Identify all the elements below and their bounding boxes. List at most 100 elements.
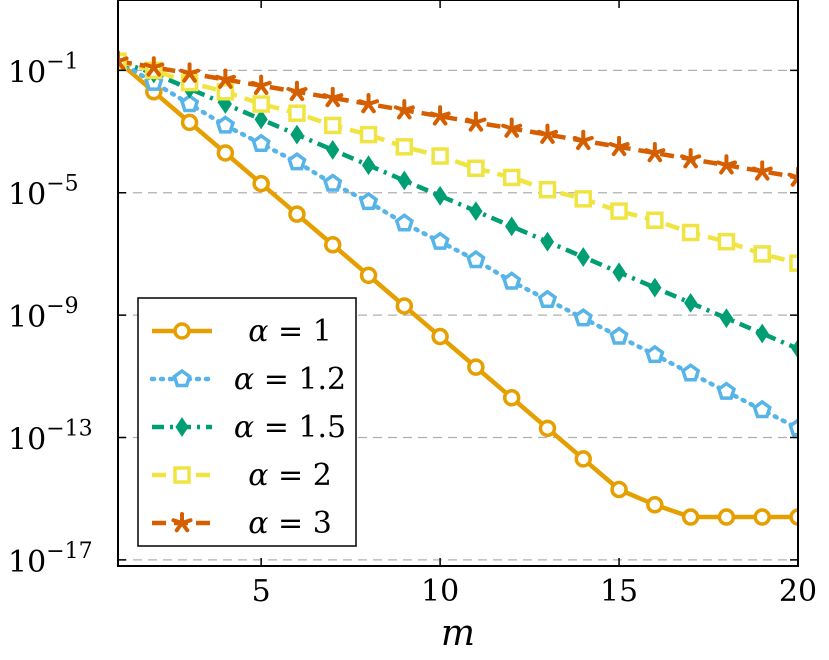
series-0-point-12	[538, 419, 557, 438]
series-3-point-12	[538, 180, 557, 199]
series-1-point-17	[716, 381, 737, 400]
y-tick-label-4: 10−17	[8, 539, 93, 580]
series-4-point-10	[465, 111, 487, 132]
series-3-point-16	[681, 223, 700, 242]
series-3-point-7	[359, 125, 378, 144]
series-1-point-15	[645, 344, 665, 364]
x-tick-label-0: 5	[252, 574, 271, 609]
series-3-point-13	[574, 190, 593, 208]
series-0-point-19	[789, 508, 798, 526]
y-tick-labels: 10−1 10−5 10−9 10−13 10−17	[8, 49, 93, 580]
series-1-point-12	[537, 289, 558, 309]
series-4-point-8	[393, 99, 415, 120]
series-4-point-12	[536, 123, 559, 144]
series-1-point-7	[358, 191, 379, 211]
series-0-point-2	[180, 113, 199, 132]
series-2-point-4	[254, 109, 268, 130]
series-2-point-14	[612, 262, 626, 283]
series-3-point-11	[502, 168, 521, 187]
series-3-point-8	[395, 138, 414, 156]
series-0-point-8	[395, 297, 414, 315]
x-tick-label-3: 20	[779, 574, 817, 609]
series-3-point-18	[753, 245, 771, 263]
legend-box	[137, 297, 357, 547]
series-2-point-9	[433, 185, 447, 206]
y-tick-label-2: 10−9	[8, 294, 79, 335]
series-1-point-19	[788, 418, 798, 437]
series-3-point-3	[216, 83, 235, 101]
series-1-point-9	[430, 231, 450, 250]
series-2-point-11	[505, 216, 519, 237]
series-3-point-5	[288, 104, 306, 122]
series-3-point-4	[252, 95, 270, 113]
series-3-point-19	[789, 254, 798, 272]
series-0-point-3	[216, 144, 235, 162]
series-2-point-18	[755, 323, 769, 344]
series-4-point-17	[715, 154, 737, 175]
series-4-point-14	[608, 135, 630, 157]
legend-marker-1	[172, 368, 192, 388]
series-2-point-6	[326, 140, 340, 160]
series-2-point-15	[648, 277, 662, 298]
series-2-point-5	[290, 124, 304, 145]
series-3-point-6	[323, 116, 342, 135]
legend: α = 1 α = 1.2 α = 1.5 α = 2 α = 3	[137, 297, 357, 547]
series-4-point-4	[250, 74, 272, 95]
series-2-point-7	[361, 155, 376, 176]
series-3-point-15	[646, 211, 664, 230]
series-2-point-10	[469, 201, 483, 222]
series-3-point-14	[610, 202, 628, 220]
series-1-point-3	[215, 115, 236, 134]
series-1-point-13	[573, 308, 593, 327]
series-2-point-17	[719, 308, 734, 329]
x-tick-labels: 5 10 15 20	[252, 574, 817, 609]
legend-label-4: α = 3	[248, 506, 332, 541]
series-2-point-16	[684, 292, 698, 313]
series-1-point-14	[609, 326, 629, 345]
series-0-point-6	[323, 236, 342, 254]
y-tick-label-1: 10−5	[8, 172, 79, 213]
series-4-point-2	[179, 62, 201, 83]
series-1-point-11	[502, 271, 522, 290]
series-4-point-13	[572, 129, 594, 151]
series-1-point-2	[179, 93, 200, 113]
series-0-point-18	[753, 508, 771, 526]
series-1-point-6	[323, 173, 343, 192]
series-2-point-12	[540, 231, 555, 252]
legend-marker-3	[173, 466, 191, 484]
series-2-point-13	[576, 247, 590, 267]
series-0-point-5	[288, 205, 306, 223]
legend-marker-4	[171, 512, 193, 533]
series-4-point-15	[644, 141, 666, 163]
x-tick-label-1: 10	[421, 574, 459, 609]
y-tick-label-3: 10−13	[8, 417, 93, 458]
series-0-point-15	[646, 496, 664, 514]
series-4-point-7	[357, 93, 380, 114]
series-4-point-6	[322, 86, 344, 108]
series-4-point-3	[214, 68, 236, 89]
series-0-point-9	[431, 327, 449, 346]
x-tick-label-2: 15	[600, 574, 638, 609]
series-3-point-17	[717, 232, 736, 251]
series-1-point-8	[394, 213, 414, 232]
series-0-point-13	[574, 450, 593, 468]
series-1-point-4	[251, 133, 271, 153]
series-2-point-8	[397, 170, 411, 191]
x-axis-label: m	[441, 613, 475, 654]
series-0-point-4	[252, 174, 270, 193]
legend-label-3: α = 2	[248, 458, 332, 493]
series-0-point-17	[717, 508, 736, 526]
legend-label-1: α = 1.2	[234, 362, 346, 397]
series-4-point-9	[429, 105, 451, 126]
series-0-point-11	[502, 388, 521, 407]
legend-label-2: α = 1.5	[234, 410, 346, 445]
series-4-point-11	[501, 117, 523, 138]
legend-label-0: α = 1	[248, 314, 332, 349]
series-4-point-1	[143, 56, 165, 77]
series-3-point-9	[431, 147, 449, 165]
series-4-point-18	[751, 160, 773, 181]
series-3-point-10	[467, 159, 485, 178]
series-1-point-5	[287, 151, 307, 171]
legend-marker-2	[175, 417, 189, 437]
